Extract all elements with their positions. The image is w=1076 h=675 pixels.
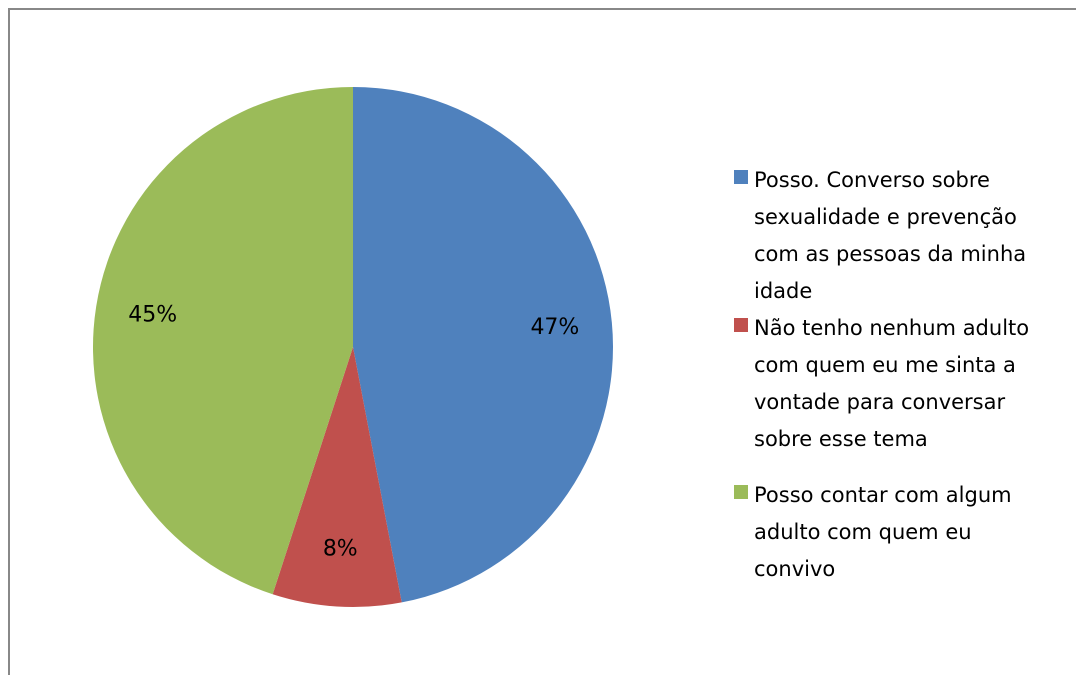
pie-slice bbox=[272, 347, 402, 608]
legend-item: Posso. Converso sobre sexualidade e prev… bbox=[734, 162, 1044, 310]
legend-swatch bbox=[734, 318, 748, 332]
data-label: 8% bbox=[323, 536, 358, 561]
legend-label: Posso. Converso sobre sexualidade e prev… bbox=[754, 168, 1027, 303]
legend-item: Não tenho nenhum adulto com quem eu me s… bbox=[734, 310, 1044, 458]
pie-slice bbox=[92, 87, 353, 595]
data-label: 45% bbox=[128, 302, 177, 327]
data-label: 47% bbox=[530, 315, 579, 340]
legend-item: Posso contar com algum adulto com quem e… bbox=[734, 477, 1044, 588]
legend-label: Posso contar com algum adulto com quem e… bbox=[754, 483, 1012, 581]
legend-swatch bbox=[734, 170, 748, 184]
legend-label: Não tenho nenhum adulto com quem eu me s… bbox=[754, 316, 1030, 451]
pie-slice bbox=[353, 87, 614, 603]
legend-swatch bbox=[734, 485, 748, 499]
chart-border bbox=[8, 8, 1076, 675]
